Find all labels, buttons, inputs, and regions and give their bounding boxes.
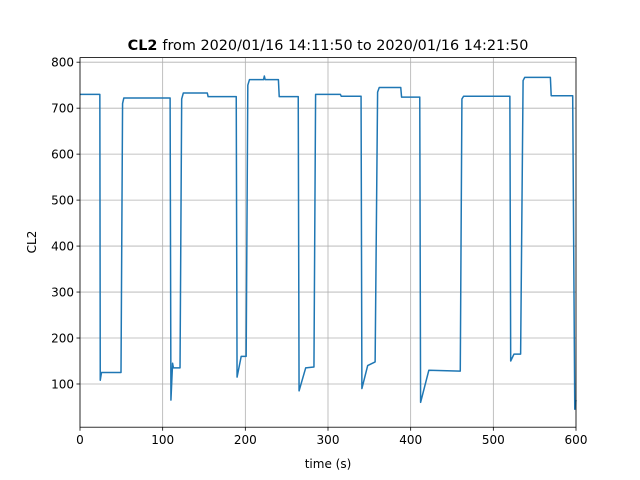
title-bold: CL2 [128, 38, 158, 54]
y-tick-label: 700 [51, 102, 74, 116]
y-tick-label: 200 [51, 332, 74, 346]
y-tick-label: 300 [51, 286, 74, 300]
x-tick-label: 300 [317, 433, 340, 447]
y-tick-label: 600 [51, 148, 74, 162]
x-tick-label: 100 [151, 433, 174, 447]
plot-frame [79, 57, 577, 428]
x-tick-label: 600 [565, 433, 588, 447]
y-tick-label: 400 [51, 240, 74, 254]
chart-title: CL2 from 2020/01/16 14:11:50 to 2020/01/1… [128, 38, 529, 54]
y-tick-label: 800 [51, 56, 74, 70]
x-tick-label: 0 [76, 433, 84, 447]
y-tick-label: 100 [51, 377, 74, 391]
x-tick-label: 400 [399, 433, 422, 447]
data-line [80, 75, 577, 411]
x-tick-label: 500 [482, 433, 505, 447]
x-axis-label: time (s) [305, 457, 352, 471]
y-tick-label: 500 [51, 194, 74, 208]
title-rest: from 2020/01/16 14:11:50 to 2020/01/16 1… [162, 38, 528, 54]
x-tick-label: 200 [234, 433, 257, 447]
y-axis-label: CL2 [25, 231, 39, 254]
